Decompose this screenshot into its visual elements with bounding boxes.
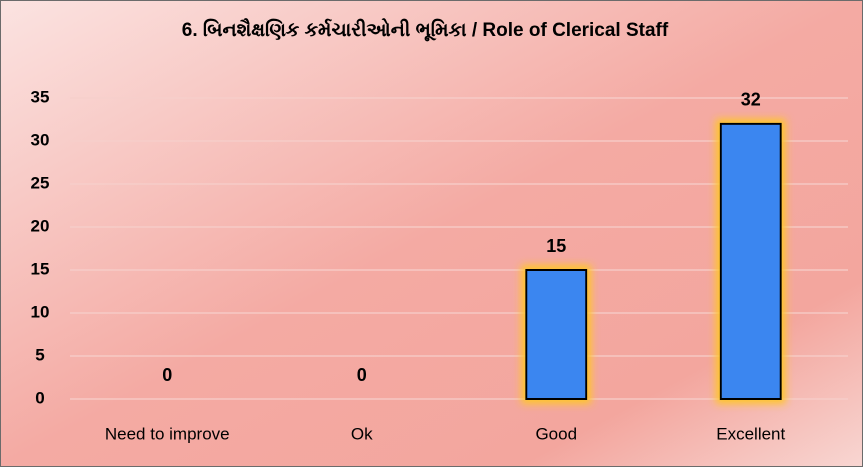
y-tick-label: 0	[35, 388, 44, 407]
x-tick-label: Excellent	[716, 424, 785, 443]
data-label: 32	[741, 90, 761, 110]
y-tick-label: 10	[31, 302, 50, 321]
data-label: 0	[357, 365, 367, 385]
y-tick-label: 15	[31, 259, 50, 278]
y-tick-label: 5	[35, 345, 44, 364]
chart-title: 6. બિનશૈક્ષણિક કર્મચારીઓની ભૂમિકા / Role…	[182, 18, 669, 42]
y-tick-label: 25	[31, 173, 50, 192]
x-tick-label: Good	[535, 424, 577, 443]
data-label: 0	[162, 365, 172, 385]
y-tick-label: 35	[31, 87, 50, 106]
x-tick-label: Need to improve	[105, 424, 230, 443]
bar	[719, 122, 782, 401]
y-tick-label: 30	[31, 130, 50, 149]
y-tick-label: 20	[31, 216, 50, 235]
data-label: 15	[546, 236, 566, 256]
x-tick-label: Ok	[351, 424, 373, 443]
bar	[525, 269, 588, 400]
